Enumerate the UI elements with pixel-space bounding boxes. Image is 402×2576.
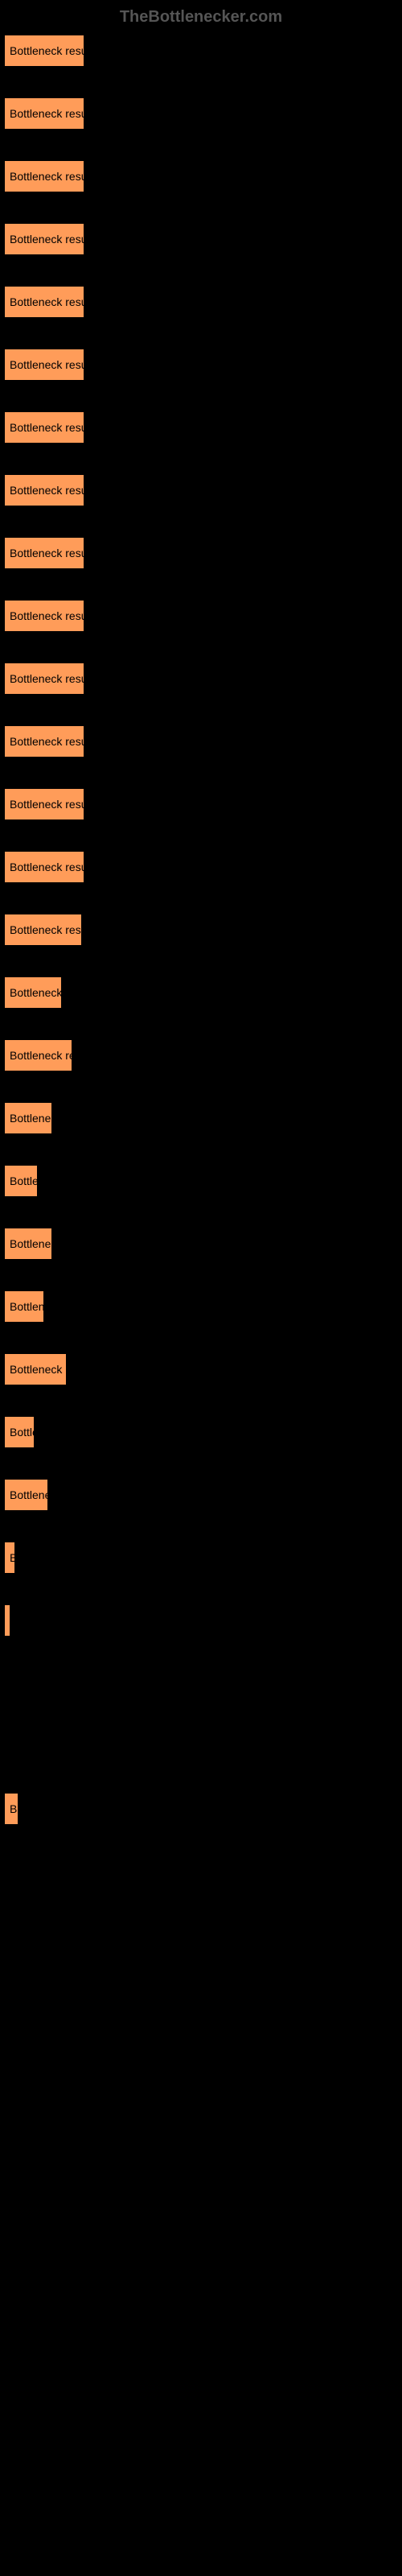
bar-label: Bottleneck result: [10, 421, 84, 434]
bar-label: Bottleneck result: [10, 609, 84, 622]
bar-label: Bottlenec: [10, 1488, 48, 1501]
bar: Bottleneck r: [4, 976, 62, 1009]
bar: Bottleneck result: [4, 349, 84, 381]
bar-row: Bottleneck result: [4, 349, 398, 381]
bar: Bottleneck result: [4, 600, 84, 632]
bar-row: Bottleneck res: [4, 1039, 398, 1071]
bar-row: Bottleneck result: [4, 725, 398, 758]
bar: Bottleneck result: [4, 851, 84, 883]
bar-row: Bottleneck re: [4, 1353, 398, 1385]
bar-label: Bottleneck result: [10, 735, 84, 748]
bar-label: Bottle: [10, 1426, 35, 1439]
site-header: TheBottlenecker.com: [0, 0, 402, 35]
bar-row: Bottleneck r: [4, 976, 398, 1009]
bar-label: Bottlen: [10, 1174, 38, 1187]
bar-row: Bottlenec: [4, 1479, 398, 1511]
bar: [4, 1730, 9, 1762]
bar: [4, 1667, 9, 1699]
bar: Bottleneck result: [4, 97, 84, 130]
bar-label: Bottleneck result: [10, 547, 84, 559]
bar-label: Bottleneck res: [10, 1049, 72, 1062]
bar-row: Bottleneck: [4, 1102, 398, 1134]
bar-label: Bottleneck result: [10, 44, 84, 57]
bar-label: Bottleneck: [10, 1112, 52, 1125]
bar-label: Bottleneck result: [10, 358, 84, 371]
bar-row: Bottleneck result: [4, 474, 398, 506]
bar-row: Bottleneck result: [4, 663, 398, 695]
bar-row: Bottleneck result: [4, 537, 398, 569]
bar-row: Bottleneck result: [4, 600, 398, 632]
bar: Bottleneck result: [4, 160, 84, 192]
bar: Bottle: [4, 1416, 35, 1448]
bar: Bottleneck result: [4, 286, 84, 318]
bar: Bottleneck result: [4, 223, 84, 255]
bar-row: Bottleneck result: [4, 286, 398, 318]
bar: Bottleneck: [4, 1102, 52, 1134]
bar-row: Bottleneck result: [4, 97, 398, 130]
bar-label: Bottleneck result: [10, 233, 84, 246]
bar-row: B: [4, 1542, 398, 1574]
bar-label: Bottleneck result: [10, 798, 84, 811]
bar-label: Bottleneck result: [10, 923, 82, 936]
bar-label: Bottleneck re: [10, 1363, 67, 1376]
bar-label: Bo: [10, 1802, 18, 1815]
bar-row: Bottleneck result: [4, 160, 398, 192]
bar-label: B: [10, 1551, 15, 1564]
bar-label: Bottleneck: [10, 1237, 52, 1250]
bar: Bottleneck result: [4, 411, 84, 444]
bar-row: Bottlene: [4, 1290, 398, 1323]
bar: Bo: [4, 1793, 18, 1825]
bar: B: [4, 1542, 15, 1574]
bar: Bottleneck result: [4, 788, 84, 820]
bar-row: Bottlen: [4, 1165, 398, 1197]
bar-label: Bottleneck r: [10, 986, 62, 999]
bar: Bottlenec: [4, 1479, 48, 1511]
bar: Bottleneck result: [4, 537, 84, 569]
bar-row: Bottleneck result: [4, 788, 398, 820]
bar: Bottleneck result: [4, 725, 84, 758]
bar-row: Bottle: [4, 1416, 398, 1448]
bar-row: Bottleneck result: [4, 223, 398, 255]
bar-row: Bo: [4, 1793, 398, 1825]
bar: Bottleneck res: [4, 1039, 72, 1071]
bar-row: Bottleneck result: [4, 851, 398, 883]
bar: Bottleneck result: [4, 35, 84, 67]
bar: Bottleneck: [4, 1228, 52, 1260]
bar: Bottleneck result: [4, 474, 84, 506]
bar-row: Bottleneck: [4, 1228, 398, 1260]
bar: Bottleneck result: [4, 914, 82, 946]
bar: Bottlen: [4, 1165, 38, 1197]
bar-row: Bottleneck result: [4, 411, 398, 444]
bar-label: Bottleneck result: [10, 672, 84, 685]
bar: Bottlene: [4, 1290, 44, 1323]
bar-label: Bottleneck result: [10, 484, 84, 497]
bar-row: Bottleneck result: [4, 914, 398, 946]
bar-row: Bottleneck result: [4, 35, 398, 67]
bar: Bottleneck re: [4, 1353, 67, 1385]
bar-row: [4, 1730, 398, 1762]
bar: [4, 1604, 10, 1637]
bar-row: [4, 1667, 398, 1699]
bar-label: Bottleneck result: [10, 170, 84, 183]
bar-chart: Bottleneck result Bottleneck result Bottle…: [0, 35, 402, 1825]
bar-label: Bottleneck result: [10, 295, 84, 308]
bar-label: Bottleneck result: [10, 861, 84, 873]
bar-row: [4, 1604, 398, 1637]
bar-label: Bottleneck result: [10, 107, 84, 120]
bar-label: Bottlene: [10, 1300, 44, 1313]
bar: Bottleneck result: [4, 663, 84, 695]
